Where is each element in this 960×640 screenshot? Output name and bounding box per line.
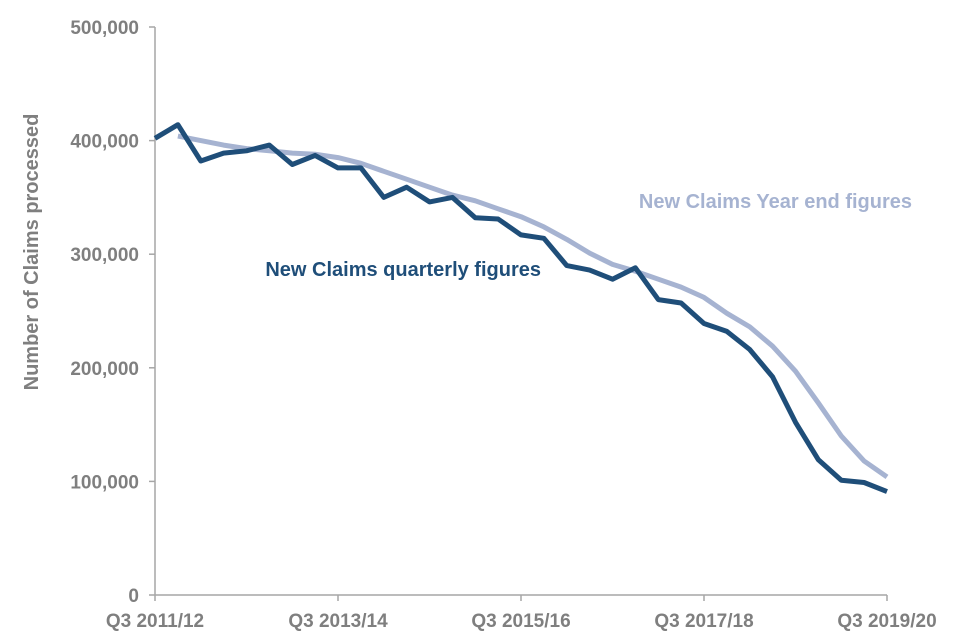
y-tick-label: 500,000 bbox=[70, 18, 139, 39]
series-line-year-end bbox=[177, 133, 889, 479]
x-tick-label: Q3 2011/12 bbox=[106, 611, 204, 632]
x-tick-label: Q3 2019/20 bbox=[837, 611, 936, 632]
series-label-quarterly: New Claims quarterly figures bbox=[265, 259, 541, 281]
x-tick-label: Q3 2015/16 bbox=[471, 611, 570, 632]
series-lines bbox=[153, 122, 889, 494]
y-tick-label: 400,000 bbox=[70, 132, 139, 153]
y-axis-title: Number of Claims processed bbox=[21, 114, 43, 391]
y-tick-label: 0 bbox=[128, 586, 139, 607]
series-line-quarterly bbox=[153, 122, 888, 494]
y-tick-labels: 0 100,000 200,000 300,000 400,000 500,000 bbox=[70, 18, 155, 607]
y-tick-label: 200,000 bbox=[70, 359, 139, 380]
y-tick-label: 300,000 bbox=[70, 245, 139, 266]
axes bbox=[154, 27, 887, 596]
x-tick-label: Q3 2017/18 bbox=[654, 611, 753, 632]
x-tick-labels: Q3 2011/12 Q3 2013/14 Q3 2015/16 Q3 2017/18… bbox=[106, 595, 937, 632]
series-label-year-end: New Claims Year end figures bbox=[639, 191, 912, 213]
y-tick-label: 100,000 bbox=[70, 472, 139, 493]
x-tick-label: Q3 2013/14 bbox=[288, 611, 388, 632]
